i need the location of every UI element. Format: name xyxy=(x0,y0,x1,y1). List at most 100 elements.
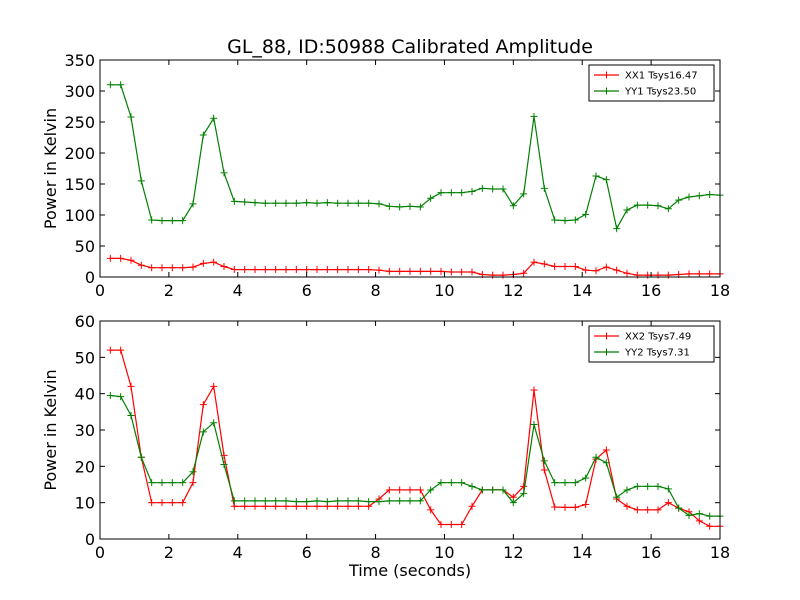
top-data-point xyxy=(303,199,311,207)
bottom-data-point xyxy=(158,499,166,507)
bottom-data-point xyxy=(427,486,435,494)
bottom-data-point xyxy=(706,512,714,520)
top-data-point xyxy=(447,189,455,197)
top-legend-label: XX1 Tsys16.47 xyxy=(625,71,698,82)
top-legend-marker xyxy=(603,71,610,79)
top-data-point xyxy=(365,266,373,274)
bottom-data-point xyxy=(530,386,538,394)
top-data-point xyxy=(375,200,383,208)
bottom-data-point xyxy=(644,482,652,490)
bottom-data-point xyxy=(551,503,559,511)
bottom-plot: 0 2 4 6 8 10 12 14 16 18 0 10 20 30 40 50 60 Power in Kel… xyxy=(41,312,730,562)
top-data-point xyxy=(344,199,352,207)
top-x-tick-label: 6 xyxy=(302,281,312,300)
top-plot: 0 2 4 6 8 10 12 14 16 18 0 50 100 150 200 250 300 350 Powe… xyxy=(41,51,730,300)
top-data-point xyxy=(396,203,404,211)
bottom-data-point xyxy=(230,497,238,505)
bottom-x-tick-label: 16 xyxy=(641,543,661,562)
bottom-data-point xyxy=(530,421,538,429)
top-data-point xyxy=(210,258,218,266)
bottom-data-point xyxy=(437,479,445,487)
top-data-point xyxy=(468,268,476,276)
top-data-point xyxy=(416,203,424,211)
bottom-data-point xyxy=(313,497,321,505)
top-y-tick-label: 350 xyxy=(64,51,95,70)
bottom-legend-label: XX2 Tsys7.49 xyxy=(625,332,691,343)
bottom-data-point xyxy=(137,453,145,461)
top-data-point xyxy=(499,185,507,193)
top-data-point xyxy=(251,266,259,274)
bottom-data-point xyxy=(416,497,424,505)
top-data-point xyxy=(406,202,414,210)
top-data-point xyxy=(561,217,569,225)
top-data-point xyxy=(117,254,125,262)
bottom-data-point xyxy=(210,419,218,427)
top-data-point xyxy=(334,266,342,274)
bottom-data-point xyxy=(551,479,559,487)
top-data-point xyxy=(685,270,693,278)
bottom-legend: XX2 Tsys7.49 YY2 Tsys7.31 xyxy=(588,325,715,363)
top-data-point xyxy=(416,267,424,275)
top-data-point xyxy=(106,81,114,89)
bottom-data-point xyxy=(179,479,187,487)
bottom-x-tick-label: 14 xyxy=(572,543,592,562)
top-data-point xyxy=(220,169,228,177)
bottom-data-point xyxy=(385,497,393,505)
top-y-tick-label: 250 xyxy=(64,113,95,132)
bottom-y-tick-label: 40 xyxy=(75,385,95,404)
top-series-1 xyxy=(106,254,724,279)
top-data-point xyxy=(571,216,579,224)
bottom-data-point xyxy=(499,486,507,494)
bottom-data-point xyxy=(664,485,672,493)
top-legend-marker xyxy=(603,87,610,95)
top-y-tick-label: 100 xyxy=(64,206,95,225)
bottom-data-point xyxy=(396,486,404,494)
top-x-tick-label: 14 xyxy=(572,281,592,300)
top-data-point xyxy=(540,260,548,268)
bottom-data-point xyxy=(644,506,652,514)
top-series-line xyxy=(110,84,721,231)
top-data-point xyxy=(323,266,331,274)
bottom-legend-marker xyxy=(603,332,610,340)
bottom-data-point xyxy=(458,479,466,487)
bottom-data-point xyxy=(602,446,610,454)
bottom-data-point xyxy=(509,499,517,507)
top-data-point xyxy=(385,267,393,275)
bottom-data-point xyxy=(561,503,569,511)
bottom-data-point xyxy=(303,498,311,506)
bottom-data-point xyxy=(158,479,166,487)
top-y-tick-label: 150 xyxy=(64,175,95,194)
bottom-x-tick-label: 0 xyxy=(95,543,105,562)
bottom-data-point xyxy=(117,346,125,354)
top-x-tick-label: 8 xyxy=(370,281,380,300)
top-data-point xyxy=(127,256,135,264)
top-data-point xyxy=(582,266,590,274)
bottom-data-point xyxy=(148,479,156,487)
top-x-tick-label: 16 xyxy=(641,281,661,300)
bottom-data-point xyxy=(385,486,393,494)
top-data-point xyxy=(540,184,548,192)
top-data-point xyxy=(210,114,218,122)
bottom-y-tick-label: 50 xyxy=(75,348,95,367)
top-data-point xyxy=(468,187,476,195)
top-data-point xyxy=(406,267,414,275)
top-data-point xyxy=(458,189,466,197)
top-data-point xyxy=(199,131,207,139)
bottom-series-2 xyxy=(106,391,724,520)
top-data-point xyxy=(613,225,621,233)
bottom-data-point xyxy=(664,499,672,507)
top-data-point xyxy=(551,216,559,224)
top-data-point xyxy=(602,263,610,271)
top-data-point xyxy=(303,266,311,274)
bottom-data-point xyxy=(416,486,424,494)
top-data-point xyxy=(385,202,393,210)
top-data-point xyxy=(520,190,528,198)
bottom-data-point xyxy=(685,511,693,519)
bottom-data-point xyxy=(168,499,176,507)
bottom-data-point xyxy=(437,520,445,528)
bottom-legend-box xyxy=(588,325,715,363)
top-data-point xyxy=(644,201,652,209)
top-data-point xyxy=(313,199,321,207)
